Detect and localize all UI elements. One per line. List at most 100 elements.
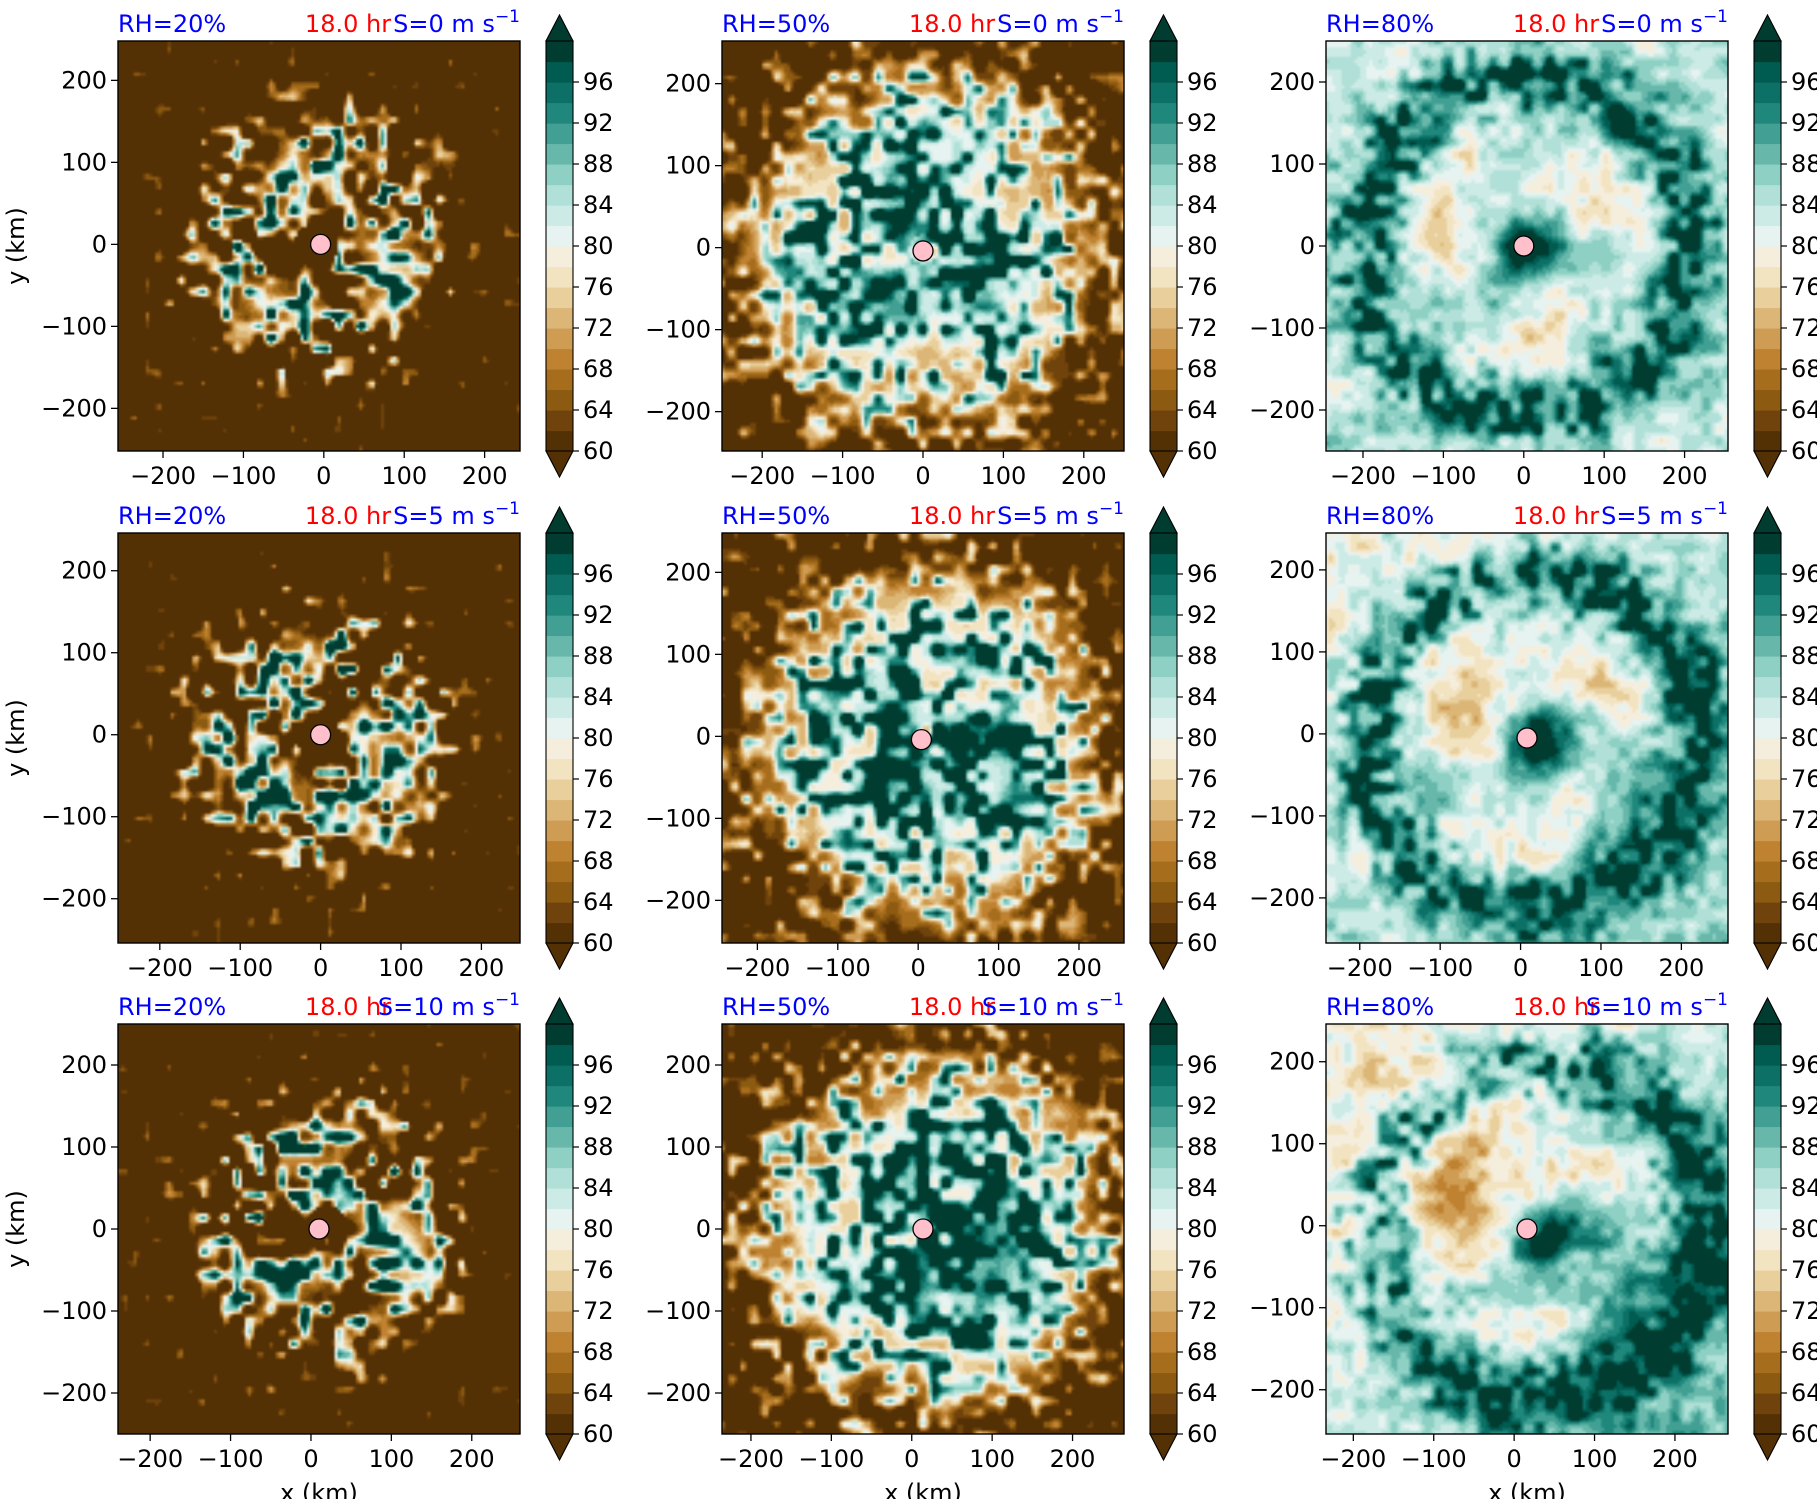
x-tick-label: 200 [1652,1445,1698,1473]
colorbar-tick-label: 64 [1791,1379,1817,1407]
x-tick-label: −200 [1320,1445,1386,1473]
colorbar-tick-label: 88 [1791,642,1817,670]
panel-r0-c2: −200 −100 0 100 200 −200 −100 0 100 200 RH=80% 18.0… [1249,7,1817,490]
colorbar-band [1150,881,1177,903]
y-tick-label: 100 [61,1133,107,1161]
colorbar-tick-label: 92 [1187,109,1218,137]
y-tick-label: −100 [1249,802,1315,830]
colorbar-band [546,61,573,83]
colorbar-band [546,779,573,801]
colorbar-band [1150,574,1177,596]
y-tick-label: 100 [61,148,107,176]
x-tick-label: −100 [1410,462,1476,490]
colorbar-tick-label: 88 [1187,1133,1218,1161]
colorbar-band [1150,615,1177,637]
colorbar-extend-max [1149,505,1178,534]
y-tick-label: 0 [92,230,107,258]
y-tick-label: −100 [41,312,107,340]
colorbar-band [1150,1044,1177,1066]
x-tick-label: −100 [805,954,871,982]
y-tick-label: 100 [61,639,107,667]
colorbar-band [1150,1085,1177,1107]
title-time: 18.0 hr [909,10,995,38]
y-tick-label: 100 [1269,150,1315,178]
colorbar-band [546,82,573,104]
colorbar-band [1754,676,1781,698]
colorbar: 60 64 68 72 76 80 84 88 92 96 [1753,13,1817,479]
colorbar-tick-label: 96 [583,68,614,96]
colorbar-band [1150,1188,1177,1210]
colorbar-band [546,1290,573,1312]
colorbar-extend-min [1753,942,1782,971]
colorbar-band [546,430,573,452]
title-shear: S=0 m s−1 [997,7,1124,38]
colorbar-band [546,820,573,842]
colorbar-band [546,164,573,186]
x-tick-label: −100 [1407,954,1473,982]
colorbar-tick-label: 96 [1187,68,1218,96]
colorbar-band [546,717,573,739]
colorbar-band [1754,389,1781,411]
colorbar-band [546,1413,573,1435]
colorbar-tick-label: 88 [1187,642,1218,670]
y-tick-label: 100 [1269,1130,1315,1158]
colorbar-tick-label: 96 [1791,68,1817,96]
colorbar-tick-label: 60 [1791,437,1817,465]
colorbar-band [1754,1290,1781,1312]
colorbar-band [1754,1311,1781,1333]
colorbar-tick-label: 84 [583,191,614,219]
panel-r1-c2: −200 −100 0 100 200 −200 −100 0 100 200 RH=80% 18.0… [1249,499,1817,982]
colorbar-band [1754,1167,1781,1189]
title-shear-exponent: −1 [1703,7,1728,27]
colorbar-extend-max [1149,13,1178,42]
x-tick-label: 100 [1581,462,1627,490]
y-tick-label: 0 [696,722,711,750]
colorbar-band [546,697,573,719]
colorbar-band [1754,205,1781,227]
colorbar-band [1754,1270,1781,1292]
x-tick-label: 0 [904,1445,919,1473]
colorbar-band [546,184,573,206]
x-tick-label: 100 [381,462,427,490]
colorbar-tick-label: 68 [1791,1338,1817,1366]
y-tick-label: 0 [1300,1212,1315,1240]
colorbar-band [1754,1208,1781,1230]
x-axis-label: x (km) [280,1479,358,1499]
y-tick-label: 200 [61,66,107,94]
colorbar-band [546,410,573,432]
panel-r1-c1: −200 −100 0 100 200 −200 −100 0 100 200 RH=50% 18.0… [645,499,1217,982]
y-tick-label: 0 [92,721,107,749]
storm-center-marker [1516,727,1538,749]
title-shear-text: S=10 m s [378,993,495,1021]
colorbar-tick-label: 68 [583,847,614,875]
colorbar-band [546,799,573,821]
colorbar: 60 64 68 72 76 80 84 88 92 96 [1149,996,1218,1462]
y-tick-label: 200 [1269,556,1315,584]
colorbar-tick-label: 68 [583,1338,614,1366]
colorbar-tick-label: 80 [1187,1215,1218,1243]
colorbar-band [1754,430,1781,452]
title-shear: S=10 m s−1 [982,990,1124,1021]
x-tick-label: 200 [1056,954,1102,982]
title-shear: S=5 m s−1 [997,499,1124,530]
colorbar-band [1754,1126,1781,1148]
colorbar-band [1754,758,1781,780]
colorbar-tick-label: 92 [1791,109,1817,137]
colorbar-extend-max [1753,13,1782,42]
y-tick-label: 200 [665,70,711,98]
colorbar-band [1150,1352,1177,1374]
title-rh: RH=50% [722,10,830,38]
colorbar-band [1754,266,1781,288]
colorbar-band [1150,902,1177,924]
colorbar-band [1150,779,1177,801]
colorbar-band [1150,143,1177,165]
colorbar-band [1150,1024,1177,1046]
colorbar-band [546,1249,573,1271]
axes-frame [117,532,521,944]
x-tick-label: 200 [459,954,505,982]
x-tick-label: 100 [368,1445,414,1473]
x-axis-label: x (km) [1488,1479,1566,1499]
title-shear-text: S=10 m s [982,993,1099,1021]
colorbar-band [1150,389,1177,411]
